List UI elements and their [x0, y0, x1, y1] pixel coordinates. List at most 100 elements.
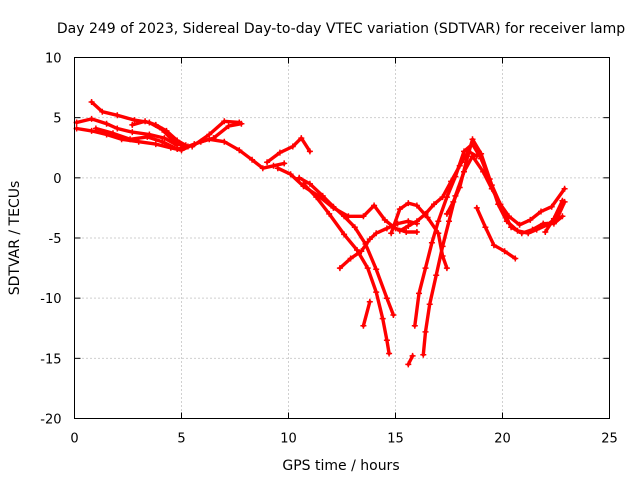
data-point-marker — [446, 218, 452, 225]
series-arc-5 — [129, 118, 189, 149]
data-point-marker — [561, 185, 568, 192]
data-point-marker — [319, 192, 326, 199]
data-point-marker — [405, 361, 412, 368]
data-point-marker — [306, 180, 313, 187]
data-point-marker — [416, 290, 422, 297]
data-point-marker — [351, 224, 358, 231]
data-point-marker — [550, 215, 557, 222]
series-trace — [297, 176, 396, 317]
data-point-marker — [131, 117, 138, 124]
data-point-marker — [422, 210, 429, 217]
data-point-marker — [503, 218, 510, 225]
data-point-marker — [159, 138, 166, 145]
x-axis-label: GPS time / hours — [282, 458, 399, 474]
data-point-marker — [174, 137, 181, 144]
data-point-marker — [110, 130, 116, 137]
series-arc-18 — [443, 136, 568, 237]
data-point-marker — [366, 236, 373, 243]
data-point-marker — [390, 312, 397, 318]
data-point-marker — [373, 230, 380, 237]
data-point-marker — [174, 146, 181, 152]
data-point-marker — [516, 221, 523, 228]
data-point-marker — [88, 115, 95, 122]
data-point-marker — [313, 194, 320, 201]
y-tick-label: 5 — [53, 112, 61, 127]
data-point-marker — [443, 210, 450, 217]
series-trace — [398, 149, 479, 233]
data-point-marker — [413, 202, 420, 209]
data-point-marker — [360, 213, 367, 220]
data-point-marker — [527, 216, 534, 223]
data-point-marker — [287, 171, 294, 178]
data-point-marker — [306, 148, 313, 155]
data-point-marker — [127, 136, 134, 143]
data-point-marker — [206, 131, 213, 138]
data-point-marker — [373, 266, 380, 273]
series-trace — [413, 142, 565, 328]
data-point-marker — [360, 322, 367, 329]
data-point-marker — [450, 198, 457, 205]
data-point-marker — [296, 174, 303, 181]
data-point-marker — [486, 176, 493, 182]
data-point-marker — [330, 203, 337, 210]
series-arc-19 — [473, 204, 519, 262]
data-point-marker — [341, 231, 348, 238]
data-point-marker — [411, 322, 418, 329]
data-point-marker — [341, 213, 348, 220]
data-point-marker — [249, 156, 256, 163]
data-point-marker — [396, 206, 403, 213]
series-trace — [421, 154, 567, 357]
y-tick-label: -20 — [40, 413, 61, 428]
series-arc-11 — [336, 218, 420, 272]
data-point-marker — [114, 112, 121, 119]
data-point-marker — [422, 265, 429, 272]
data-point-marker — [542, 229, 549, 235]
data-point-marker — [461, 148, 467, 155]
data-point-marker — [326, 210, 333, 217]
data-point-marker — [478, 150, 485, 157]
data-point-marker — [482, 224, 489, 231]
data-point-marker — [163, 127, 170, 134]
data-point-marker — [512, 255, 519, 262]
series-trace — [361, 300, 372, 328]
data-point-marker — [505, 213, 512, 220]
data-point-marker — [142, 118, 149, 125]
data-point-marker — [439, 243, 446, 250]
data-point-marker — [405, 223, 412, 229]
series-trace — [301, 182, 391, 356]
data-point-marker — [129, 121, 136, 128]
data-point-marker — [259, 165, 266, 172]
data-point-marker — [103, 120, 110, 127]
data-point-marker — [473, 204, 480, 211]
y-tick-label: 10 — [45, 52, 62, 67]
data-point-marker — [274, 165, 281, 172]
series-arc-7 — [264, 135, 313, 166]
data-point-marker — [152, 121, 159, 128]
data-point-marker — [525, 230, 532, 237]
data-point-marker — [405, 200, 412, 207]
data-point-marker — [383, 337, 390, 344]
data-point-marker — [221, 138, 228, 145]
series-arc-2 — [73, 115, 181, 149]
data-point-marker — [431, 201, 437, 208]
data-point-marker — [92, 125, 99, 132]
x-tick-label: 10 — [280, 432, 297, 447]
data-point-marker — [114, 125, 121, 132]
data-point-marker — [420, 351, 427, 358]
series-arc-20 — [542, 197, 566, 235]
data-point-marker — [548, 203, 555, 210]
data-point-marker — [383, 295, 390, 302]
data-point-marker — [364, 265, 371, 272]
data-point-marker — [281, 160, 288, 167]
data-point-marker — [413, 218, 420, 225]
data-point-marker — [366, 298, 373, 305]
data-point-marker — [182, 142, 189, 149]
data-point-marker — [152, 141, 159, 148]
data-point-marker — [379, 315, 386, 322]
data-point-marker — [514, 227, 521, 234]
x-tick-label: 5 — [177, 432, 185, 447]
data-point-marker — [501, 248, 508, 255]
data-point-marker — [443, 194, 450, 201]
data-point-marker — [264, 159, 271, 166]
